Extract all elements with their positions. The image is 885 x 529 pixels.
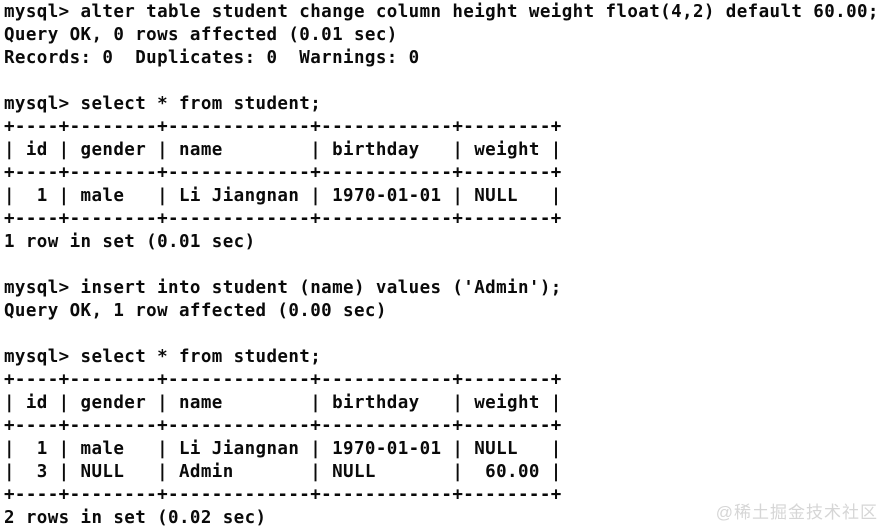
table2-header: | id | gender | name | birthday | weight…: [4, 393, 562, 413]
blank-line: [4, 323, 885, 346]
cmd-select-1: mysql> select * from student;: [4, 94, 322, 114]
watermark: @稀土掘金技术社区: [715, 503, 878, 522]
table1-border-top: +----+--------+-------------+-----------…: [4, 117, 562, 137]
table1-row-1: | 1 | male | Li Jiangnan | 1970-01-01 | …: [4, 186, 562, 206]
table1-header: | id | gender | name | birthday | weight…: [4, 140, 562, 160]
table2-border-bottom: +----+--------+-------------+-----------…: [4, 485, 562, 505]
alter-result-records: Records: 0 Duplicates: 0 Warnings: 0: [4, 48, 420, 68]
table2-border-top: +----+--------+-------------+-----------…: [4, 370, 562, 390]
table2-row-2: | 3 | NULL | Admin | NULL | 60.00 |: [4, 462, 562, 482]
cmd-select-2: mysql> select * from student;: [4, 347, 322, 367]
insert-result-query-ok: Query OK, 1 row affected (0.00 sec): [4, 301, 387, 321]
blank-line: [4, 70, 885, 93]
table1-border-bottom: +----+--------+-------------+-----------…: [4, 209, 562, 229]
cmd-alter-table: mysql> alter table student change column…: [4, 2, 879, 22]
table2-summary: 2 rows in set (0.02 sec): [4, 508, 267, 528]
terminal-output[interactable]: mysql> alter table student change column…: [4, 1, 885, 529]
table1-summary: 1 row in set (0.01 sec): [4, 232, 256, 252]
alter-result-query-ok: Query OK, 0 rows affected (0.01 sec): [4, 25, 398, 45]
cmd-insert: mysql> insert into student (name) values…: [4, 278, 562, 298]
blank-line: [4, 254, 885, 277]
table2-row-1: | 1 | male | Li Jiangnan | 1970-01-01 | …: [4, 439, 562, 459]
table1-border-mid: +----+--------+-------------+-----------…: [4, 163, 562, 183]
table2-border-mid: +----+--------+-------------+-----------…: [4, 416, 562, 436]
